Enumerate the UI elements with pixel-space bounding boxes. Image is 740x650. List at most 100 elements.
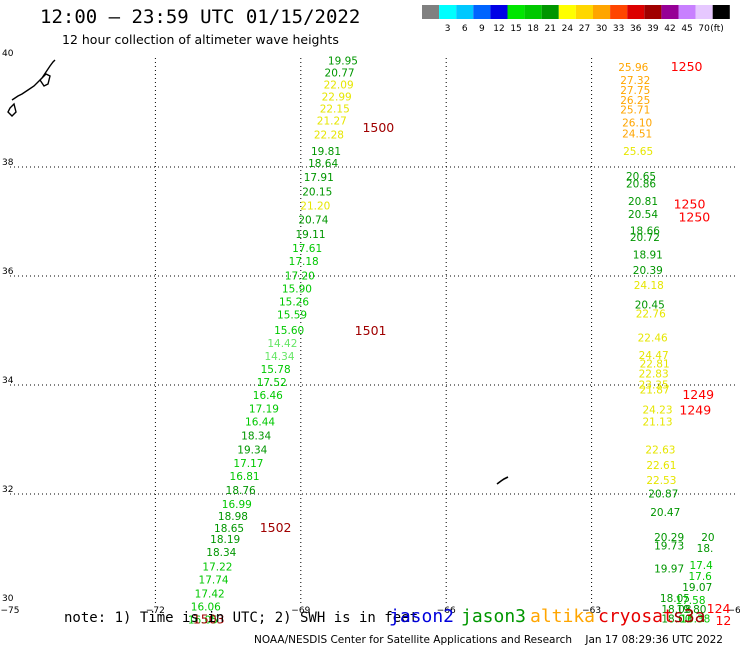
wave-height-value: 20.47 <box>650 507 680 519</box>
wave-height-value: 20.86 <box>626 179 656 191</box>
wave-height-value: 22.15 <box>320 104 350 116</box>
time-stamp-label: 1250 <box>678 210 710 225</box>
wave-height-value: 19.73 <box>654 541 684 553</box>
wave-height-value: 17.22 <box>202 561 232 573</box>
lat-tick-label: 30 <box>2 594 14 604</box>
wave-height-value: 25.71 <box>620 105 650 117</box>
wave-height-value: 20.77 <box>325 68 355 80</box>
wave-height-value: 20.45 <box>635 300 665 312</box>
wave-height-value: 17.74 <box>199 574 229 586</box>
wave-height-value: 16.46 <box>253 390 283 402</box>
legend-swatch <box>627 5 645 19</box>
wave-height-value: 17.42 <box>195 589 225 601</box>
wave-height-value: 20.74 <box>298 215 328 227</box>
footer-note: note: 1) Time is in UTC; 2) SWH is in fe… <box>64 610 419 626</box>
wave-height-value: 18.91 <box>633 250 663 262</box>
wave-height-value: 20.87 <box>648 488 678 500</box>
legend-swatch <box>593 5 611 19</box>
wave-height-value: 26.25 <box>620 95 650 107</box>
legend-tick-label: 9 <box>479 24 485 34</box>
legend-swatch <box>422 5 440 19</box>
satellite-label-altika: altika <box>530 606 596 627</box>
lon-tick-label: −75 <box>1 606 20 616</box>
legend-swatch <box>558 5 576 19</box>
legend-tick-label: 70 <box>698 24 710 34</box>
wave-height-value: 20.81 <box>628 196 658 208</box>
wave-height-value: 16.05 <box>188 615 218 627</box>
wave-height-value: 19.34 <box>237 445 267 457</box>
wave-height-value: 16.99 <box>222 499 252 511</box>
wave-height-value: 15.60 <box>274 325 304 337</box>
wave-height-value: 22.76 <box>636 308 666 320</box>
lon-tick-label: −66 <box>437 606 456 616</box>
time-stamp-label: 1500 <box>362 120 394 135</box>
wave-height-value: 19.07 <box>682 582 712 594</box>
wave-height-value: 21.87 <box>640 385 670 397</box>
legend-swatch <box>541 5 559 19</box>
time-stamp-label: 1250 <box>674 196 706 211</box>
wave-height-value: 24.23 <box>642 404 672 416</box>
wave-height-value: 20 <box>701 532 714 544</box>
lat-tick-label: 32 <box>2 485 13 495</box>
wave-height-value: 22.83 <box>639 368 669 380</box>
legend-tick-label: 42 <box>664 24 675 34</box>
wave-height-value: 20.39 <box>633 265 663 277</box>
lon-tick-label: −63 <box>582 606 601 616</box>
wave-height-value: 18.65 <box>214 523 244 535</box>
wave-height-value: 17.6 <box>688 571 712 583</box>
wave-height-value: 25.65 <box>623 146 653 158</box>
legend-swatch <box>678 5 696 19</box>
wave-height-value: 20.54 <box>628 209 658 221</box>
legend-swatch <box>575 5 593 19</box>
wave-height-value: 22.63 <box>645 445 675 457</box>
wave-height-value: 18. <box>697 543 714 555</box>
legend-swatch <box>507 5 525 19</box>
lat-tick-label: 36 <box>2 267 14 277</box>
wave-height-value: 20.15 <box>302 186 332 198</box>
wave-height-value: 22.53 <box>646 475 676 487</box>
satellite-label-s3a: s3a <box>673 606 706 627</box>
wave-height-value: 22.28 <box>314 130 344 142</box>
legend-swatch <box>712 5 730 19</box>
legend-tick-label: 12 <box>493 24 504 34</box>
lon-tick-label: −72 <box>146 606 165 616</box>
wave-height-value: 15.78 <box>261 364 291 376</box>
wave-height-value: 24.18 <box>634 280 664 292</box>
time-stamp-label: 1503 <box>193 612 225 627</box>
wave-height-value: 16.81 <box>230 471 260 483</box>
wave-height-value: 16.44 <box>245 416 275 428</box>
lon-tick-label: −60 <box>728 606 740 616</box>
legend-tick-label: 39 <box>647 24 659 34</box>
wave-height-value: 22.09 <box>324 80 354 92</box>
wave-height-value: 17.20 <box>285 270 315 282</box>
time-stamp-label: 1501 <box>355 323 387 338</box>
wave-height-value: 17.61 <box>292 243 322 255</box>
legend-tick-label: 45 <box>681 24 692 34</box>
credit-line: NOAA/NESDIS Center for Satellite Applica… <box>254 634 723 646</box>
legend-swatch <box>661 5 679 19</box>
wave-height-value: 16.38 <box>680 614 710 626</box>
wave-height-value: 19.95 <box>328 56 358 68</box>
lon-tick-label: −69 <box>291 606 310 616</box>
wave-height-value: 17.4 <box>689 560 713 572</box>
wave-height-value: 24.51 <box>622 129 652 141</box>
wave-height-value: 15.90 <box>282 283 312 295</box>
wave-height-value: 24.47 <box>639 350 669 362</box>
satellite-label-jason3: jason3 <box>461 606 527 627</box>
time-stamp-label: 1249 <box>679 402 711 417</box>
legend-tick-label: 27 <box>579 24 590 34</box>
time-stamp-label: 124 <box>707 601 731 616</box>
legend-swatch <box>524 5 542 19</box>
wave-height-value: 22.81 <box>640 359 670 371</box>
lat-tick-label: 38 <box>2 158 14 168</box>
wave-height-value: 20.29 <box>654 532 684 544</box>
wave-height-value: 18.76 <box>226 485 256 497</box>
wave-height-value: 14.34 <box>264 351 294 363</box>
time-stamp-label: 12 <box>715 613 731 628</box>
wave-height-value: 20.72 <box>630 232 660 244</box>
wave-height-value: 18.66 <box>630 226 660 238</box>
wave-height-value: 18.00 <box>661 614 691 626</box>
lat-tick-label: 40 <box>2 49 14 59</box>
page-subtitle: 12 hour collection of altimeter wave hei… <box>62 32 339 47</box>
